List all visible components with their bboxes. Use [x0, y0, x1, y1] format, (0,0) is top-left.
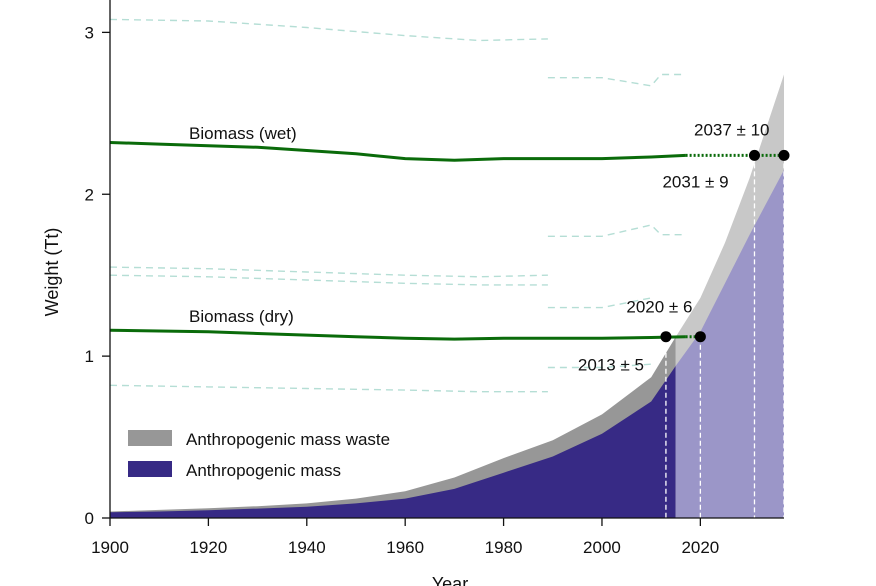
uncertainty-band-2 — [109, 274, 548, 286]
x-axis-label: Year — [432, 574, 468, 586]
uncertainty-band-7 — [547, 363, 652, 369]
y-tick-label-2: 2 — [85, 185, 94, 204]
uncertainty-band-4 — [547, 73, 686, 87]
uncertainty-band-0 — [109, 18, 548, 42]
axes-layer — [102, 0, 784, 526]
x-tick-label-1960: 1960 — [386, 538, 424, 557]
uncertainty-band-1 — [109, 266, 548, 278]
crossover-guides-layer — [660, 149, 790, 518]
crossover-marker-2031 — [748, 149, 760, 161]
crossover-label-2031: 2031 ± 9 — [662, 172, 728, 191]
area-anthropogenic-mass-projected — [675, 170, 784, 518]
areas-layer — [110, 74, 784, 518]
uncertainty-band-6 — [547, 297, 652, 309]
line-biomass-wet — [109, 141, 686, 162]
y-axis-label: Weight (Tt) — [42, 228, 62, 317]
legend-swatch-anthropogenic-mass — [128, 461, 172, 477]
x-tick-label-1980: 1980 — [485, 538, 523, 557]
x-tick-label-1920: 1920 — [189, 538, 227, 557]
crossover-label-2037: 2037 ± 10 — [694, 120, 770, 139]
uncertainty-bands-layer — [109, 18, 686, 393]
area-anthropogenic-mass — [110, 365, 676, 518]
y-tick-label-3: 3 — [85, 23, 94, 42]
y-tick-label-1: 1 — [85, 347, 94, 366]
legend-label-mass-waste: Anthropogenic mass waste — [186, 430, 390, 449]
y-tick-label-0: 0 — [85, 509, 94, 528]
x-tick-label-1900: 1900 — [91, 538, 129, 557]
crossover-marker-2020 — [694, 331, 706, 343]
crossover-marker-2013 — [660, 331, 672, 343]
x-tick-label-2020: 2020 — [681, 538, 719, 557]
legend-label-anthropogenic-mass: Anthropogenic mass — [186, 461, 341, 480]
line-biomass-dry — [109, 328, 686, 341]
uncertainty-band-3 — [109, 384, 548, 393]
crossover-label-2013: 2013 ± 5 — [578, 356, 644, 375]
crossover-marker-2037 — [778, 149, 790, 161]
legend-swatch-mass-waste — [128, 430, 172, 446]
uncertainty-band-5 — [547, 224, 686, 237]
crossover-label-2020: 2020 ± 6 — [626, 298, 692, 317]
legend: Anthropogenic mass waste Anthropogenic m… — [128, 430, 390, 480]
series-label-biomass-dry: Biomass (dry) — [189, 307, 294, 326]
x-tick-label-2000: 2000 — [583, 538, 621, 557]
x-tick-label-1940: 1940 — [288, 538, 326, 557]
series-label-biomass-wet: Biomass (wet) — [189, 124, 297, 143]
labels-layer: 2013 ± 5 2020 ± 6 2031 ± 9 2037 ± 10 0 1 2 3 190… — [85, 23, 770, 557]
